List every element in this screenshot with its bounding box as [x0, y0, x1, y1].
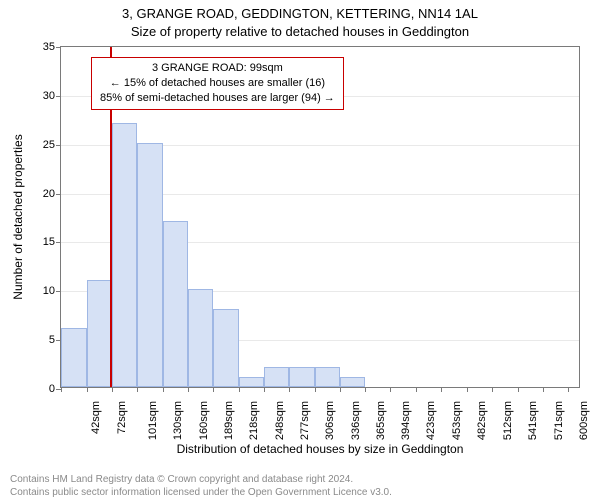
xtick-mark [239, 387, 240, 392]
xtick-label: 189sqm [223, 399, 235, 440]
xtick-mark [289, 387, 290, 392]
plot-area: 0510152025303542sqm72sqm101sqm130sqm160s… [60, 46, 580, 388]
ytick-label: 5 [49, 334, 61, 346]
chart-title-main: 3, GRANGE ROAD, GEDDINGTON, KETTERING, N… [0, 6, 600, 21]
xtick-label: 306sqm [324, 399, 336, 440]
xtick-mark [518, 387, 519, 392]
ytick-label: 0 [49, 383, 61, 395]
histogram-bar [213, 309, 239, 387]
chart-container: 3, GRANGE ROAD, GEDDINGTON, KETTERING, N… [0, 0, 600, 500]
footer-line-2: Contains public sector information licen… [10, 487, 392, 498]
x-axis-label: Distribution of detached houses by size … [60, 442, 580, 456]
histogram-bar [87, 280, 112, 387]
histogram-bar [61, 328, 87, 387]
histogram-bar [163, 221, 188, 387]
ytick-label: 30 [43, 90, 61, 102]
xtick-label: 365sqm [375, 399, 387, 440]
chart-title-sub: Size of property relative to detached ho… [0, 24, 600, 39]
xtick-mark [137, 387, 138, 392]
annotation-line-3: 85% of semi-detached houses are larger (… [100, 91, 335, 106]
xtick-mark [264, 387, 265, 392]
xtick-label: 160sqm [198, 399, 210, 440]
histogram-bar [289, 367, 315, 387]
xtick-mark [416, 387, 417, 392]
xtick-mark [188, 387, 189, 392]
xtick-mark [467, 387, 468, 392]
xtick-mark [87, 387, 88, 392]
xtick-label: 130sqm [172, 399, 184, 440]
y-axis-label: Number of detached properties [11, 134, 25, 299]
xtick-mark [492, 387, 493, 392]
xtick-label: 453sqm [451, 399, 463, 440]
histogram-bar [315, 367, 340, 387]
xtick-label: 571sqm [553, 399, 565, 440]
xtick-label: 101sqm [147, 399, 159, 440]
ytick-label: 25 [43, 139, 61, 151]
xtick-label: 218sqm [248, 399, 260, 440]
annotation-line-2: ← 15% of detached houses are smaller (16… [100, 76, 335, 91]
histogram-bar [112, 123, 137, 387]
xtick-label: 277sqm [299, 399, 311, 440]
ytick-label: 10 [43, 285, 61, 297]
xtick-mark [390, 387, 391, 392]
histogram-bar [239, 377, 264, 387]
xtick-label: 72sqm [116, 399, 128, 434]
xtick-mark [441, 387, 442, 392]
xtick-label: 541sqm [527, 399, 539, 440]
xtick-mark [340, 387, 341, 392]
xtick-mark [61, 387, 62, 392]
xtick-label: 482sqm [476, 399, 488, 440]
xtick-mark [543, 387, 544, 392]
xtick-mark [365, 387, 366, 392]
xtick-mark [568, 387, 569, 392]
xtick-label: 394sqm [400, 399, 412, 440]
ytick-label: 20 [43, 188, 61, 200]
xtick-label: 512sqm [502, 399, 514, 440]
xtick-mark [163, 387, 164, 392]
histogram-bar [137, 143, 163, 387]
annotation-box: 3 GRANGE ROAD: 99sqm← 15% of detached ho… [91, 57, 344, 110]
xtick-mark [315, 387, 316, 392]
xtick-label: 42sqm [90, 399, 102, 434]
ytick-label: 35 [43, 41, 61, 53]
xtick-label: 423sqm [425, 399, 437, 440]
histogram-bar [188, 289, 213, 387]
histogram-bar [340, 377, 365, 387]
annotation-line-1: 3 GRANGE ROAD: 99sqm [100, 61, 335, 76]
xtick-label: 336sqm [350, 399, 362, 440]
histogram-bar [264, 367, 289, 387]
xtick-mark [213, 387, 214, 392]
xtick-label: 600sqm [578, 399, 590, 440]
xtick-label: 248sqm [274, 399, 286, 440]
ytick-label: 15 [43, 236, 61, 248]
footer-line-1: Contains HM Land Registry data © Crown c… [10, 474, 353, 485]
xtick-mark [112, 387, 113, 392]
